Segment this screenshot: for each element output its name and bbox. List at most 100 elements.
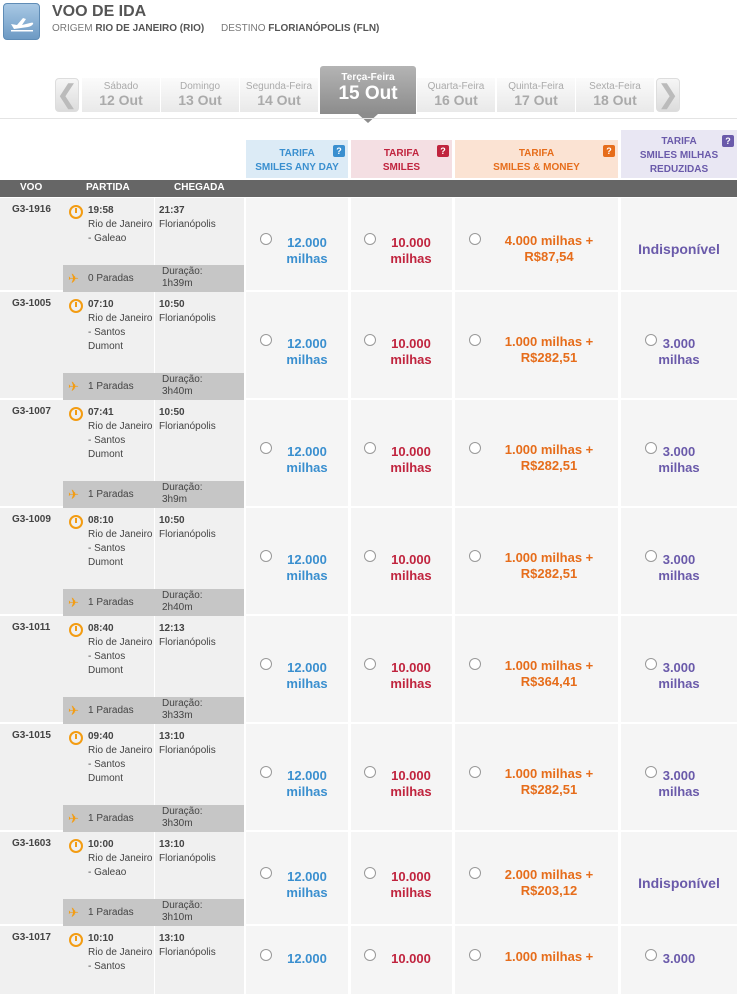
fare-smiles-money-cell[interactable]: 1.000 milhas + — [455, 926, 618, 994]
fare-radio[interactable] — [364, 658, 376, 670]
stops-bar[interactable]: ✈ 1 Paradas Duração: 3h40m — [63, 373, 244, 400]
fare-radio[interactable] — [260, 766, 272, 778]
fare-smiles-cell[interactable]: 10.000 milhas — [351, 292, 452, 398]
help-icon[interactable]: ? — [722, 135, 734, 147]
fare-radio[interactable] — [469, 334, 481, 346]
stops-bar[interactable]: ✈ 1 Paradas Duração: 2h40m — [63, 589, 244, 616]
fare-radio[interactable] — [260, 949, 272, 961]
fare-any-day-cell[interactable]: 12.000 milhas — [246, 198, 348, 290]
fare-radio[interactable] — [260, 867, 272, 879]
fare-any-day-cell[interactable]: 12.000 milhas — [246, 724, 348, 830]
help-icon[interactable]: ? — [603, 145, 615, 157]
next-date-arrow-icon[interactable]: ❯ — [656, 78, 680, 112]
fare-milhas-reduzidas-cell[interactable]: 3.000 milhas — [621, 400, 737, 506]
fare-radio[interactable] — [260, 550, 272, 562]
fare-smiles-cell[interactable]: 10.000 milhas — [351, 198, 452, 290]
date-tab-17[interactable]: Quinta-Feira 17 Out — [497, 78, 575, 112]
plane-icon: ✈ — [68, 595, 79, 610]
fare-any-day-cell[interactable]: 12.000 milhas — [246, 616, 348, 722]
fare-radio[interactable] — [469, 658, 481, 670]
arrival-time: 10:50 — [159, 299, 185, 310]
fare-radio[interactable] — [364, 949, 376, 961]
fare-smiles-money-cell[interactable]: 1.000 milhas + R$282,51 — [455, 724, 618, 830]
price-value: 10.000 — [391, 552, 431, 567]
arrival: 21:37 Florianópolis — [159, 204, 216, 232]
divider — [154, 724, 155, 805]
fare-milhas-reduzidas-cell[interactable]: 3.000 — [621, 926, 737, 994]
fare-radio[interactable] — [260, 233, 272, 245]
fare-radio[interactable] — [645, 442, 657, 454]
fare-smiles-cell[interactable]: 10.000 milhas — [351, 724, 452, 830]
fare-milhas-reduzidas-cell[interactable]: 3.000 milhas — [621, 724, 737, 830]
fare-milhas-reduzidas-cell[interactable]: 3.000 milhas — [621, 508, 737, 614]
fare-any-day-cell[interactable]: 12.000 milhas — [246, 400, 348, 506]
date-tab-16[interactable]: Quarta-Feira 16 Out — [417, 78, 495, 112]
fare-smiles-cell[interactable]: 10.000 milhas — [351, 400, 452, 506]
date-tab-14[interactable]: Segunda-Feira 14 Out — [240, 78, 318, 112]
fare-radio[interactable] — [260, 658, 272, 670]
fare-radio[interactable] — [364, 334, 376, 346]
prev-date-arrow-icon[interactable]: ❮ — [55, 78, 79, 112]
fare-radio[interactable] — [645, 949, 657, 961]
clock-icon — [69, 839, 83, 853]
fare-radio[interactable] — [645, 334, 657, 346]
date-tab-13[interactable]: Domingo 13 Out — [161, 78, 239, 112]
fare-smiles-cell[interactable]: 10.000 milhas — [351, 616, 452, 722]
fare-any-day-cell[interactable]: 12.000 milhas — [246, 832, 348, 924]
flight-info: G3-1005 07:10 Rio de Janeiro - Santos Dumo… — [0, 292, 244, 400]
fare-radio[interactable] — [364, 233, 376, 245]
fare-radio[interactable] — [364, 766, 376, 778]
date-tab-12[interactable]: Sábado 12 Out — [82, 78, 160, 112]
price-unit: milhas — [658, 460, 700, 475]
fare-milhas-reduzidas-cell[interactable]: 3.000 milhas — [621, 292, 737, 398]
fare-price: 10.000 milhas — [375, 869, 447, 901]
fare-any-day-cell[interactable]: 12.000 — [246, 926, 348, 994]
fare-radio[interactable] — [469, 949, 481, 961]
fare-radio[interactable] — [645, 550, 657, 562]
fare-smiles-money-cell[interactable]: 1.000 milhas + R$282,51 — [455, 508, 618, 614]
divider — [154, 198, 155, 265]
date-tab-15-selected[interactable]: Terça-Feira 15 Out — [320, 66, 416, 123]
fare-radio[interactable] — [469, 442, 481, 454]
fare-radio[interactable] — [260, 334, 272, 346]
stops-bar[interactable]: ✈ 0 Paradas Duração: 1h39m — [63, 265, 244, 292]
stops-bar[interactable]: ✈ 1 Paradas Duração: 3h9m — [63, 481, 244, 508]
duration-value: 3h10m — [162, 912, 193, 923]
departure: 19:58 Rio de Janeiro - Galeao — [88, 204, 154, 246]
fare-price: 3.000 milhas — [651, 336, 707, 368]
fare-smiles-money-cell[interactable]: 1.000 milhas + R$282,51 — [455, 400, 618, 506]
fare-milhas-reduzidas-cell[interactable]: Indisponível — [621, 832, 737, 924]
fare-radio[interactable] — [645, 766, 657, 778]
stops-bar[interactable]: ✈ 1 Paradas Duração: 3h33m — [63, 697, 244, 724]
fare-smiles-money-cell[interactable]: 4.000 milhas + R$87,54 — [455, 198, 618, 290]
fare-radio[interactable] — [364, 550, 376, 562]
date-tab-18[interactable]: Sexta-Feira 18 Out — [576, 78, 654, 112]
fare-smiles-money-cell[interactable]: 1.000 milhas + R$282,51 — [455, 292, 618, 398]
fare-radio[interactable] — [645, 658, 657, 670]
fare-milhas-reduzidas-cell[interactable]: Indisponível — [621, 198, 737, 290]
fare-smiles-cell[interactable]: 10.000 milhas — [351, 508, 452, 614]
departure: 08:10 Rio de Janeiro - Santos Dumont — [88, 514, 154, 570]
price-unit: milhas — [286, 568, 328, 583]
fare-smiles-cell[interactable]: 10.000 milhas — [351, 832, 452, 924]
stops-bar[interactable]: ✈ 1 Paradas Duração: 3h10m — [63, 899, 244, 926]
fare-radio[interactable] — [469, 766, 481, 778]
fare-radio[interactable] — [469, 233, 481, 245]
fare-smiles-cell[interactable]: 10.000 — [351, 926, 452, 994]
stops-bar[interactable]: ✈ 1 Paradas Duração: 3h30m — [63, 805, 244, 832]
help-icon[interactable]: ? — [437, 145, 449, 157]
fare-milhas-reduzidas-cell[interactable]: 3.000 milhas — [621, 616, 737, 722]
fare-radio[interactable] — [469, 867, 481, 879]
fare-radio[interactable] — [364, 867, 376, 879]
fare-radio[interactable] — [260, 442, 272, 454]
col-partida: PARTIDA — [86, 182, 130, 193]
fare-any-day-cell[interactable]: 12.000 milhas — [246, 292, 348, 398]
help-icon[interactable]: ? — [333, 145, 345, 157]
fare-any-day-cell[interactable]: 12.000 milhas — [246, 508, 348, 614]
departure-place: Rio de Janeiro - Santos Dumont — [88, 421, 153, 460]
fare-smiles-money-cell[interactable]: 2.000 milhas + R$203,12 — [455, 832, 618, 924]
fare-radio[interactable] — [364, 442, 376, 454]
fare-radio[interactable] — [469, 550, 481, 562]
fare-smiles-money-cell[interactable]: 1.000 milhas + R$364,41 — [455, 616, 618, 722]
fare-price: 12.000 milhas — [272, 869, 342, 901]
